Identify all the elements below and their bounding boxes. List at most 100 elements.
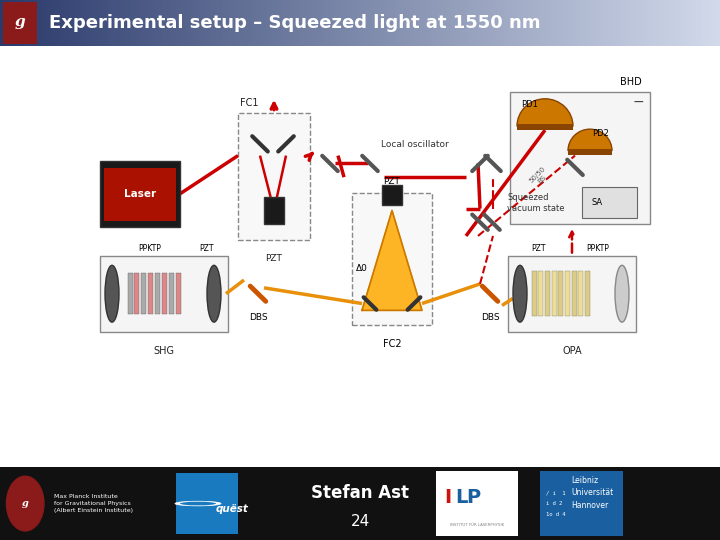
Bar <box>125 0 127 46</box>
Bar <box>495 0 497 46</box>
Bar <box>559 0 562 46</box>
Bar <box>302 0 305 46</box>
Bar <box>333 0 336 46</box>
Bar <box>634 0 636 46</box>
Bar <box>691 0 693 46</box>
Bar <box>279 0 281 46</box>
Bar <box>686 0 689 46</box>
Bar <box>569 0 571 46</box>
Bar <box>636 0 639 46</box>
Bar <box>521 0 523 46</box>
Bar <box>182 0 185 46</box>
Text: PPKTP: PPKTP <box>138 244 161 253</box>
Text: DBS: DBS <box>481 313 499 322</box>
Bar <box>100 255 228 332</box>
Bar <box>101 0 103 46</box>
Bar <box>420 0 423 46</box>
Bar <box>187 0 189 46</box>
Bar <box>415 0 418 46</box>
Text: Δ0: Δ0 <box>356 264 368 273</box>
Bar <box>221 0 223 46</box>
Bar <box>427 0 430 46</box>
Bar <box>510 92 650 224</box>
Bar <box>161 0 163 46</box>
Bar <box>436 471 518 536</box>
Bar <box>14 0 17 46</box>
Bar <box>148 273 153 314</box>
Bar <box>439 0 441 46</box>
Text: PD1: PD1 <box>521 100 539 109</box>
Bar <box>5 0 7 46</box>
Bar <box>425 0 427 46</box>
Text: i d 2: i d 2 <box>546 501 562 506</box>
Ellipse shape <box>6 476 44 531</box>
Ellipse shape <box>207 265 221 322</box>
Bar <box>624 0 626 46</box>
Text: P: P <box>466 488 480 507</box>
Bar <box>137 0 139 46</box>
Bar <box>703 0 706 46</box>
Bar <box>127 0 130 46</box>
Bar <box>307 0 310 46</box>
Text: PZT: PZT <box>384 177 400 186</box>
Bar <box>718 0 720 46</box>
Bar <box>607 0 610 46</box>
Bar <box>180 0 182 46</box>
Bar <box>621 0 624 46</box>
Bar <box>689 0 691 46</box>
Bar <box>343 0 346 46</box>
Bar <box>598 0 600 46</box>
Text: Squeezed
vacuum state: Squeezed vacuum state <box>507 193 564 213</box>
Bar <box>477 0 480 46</box>
Bar <box>583 0 585 46</box>
Bar <box>502 0 504 46</box>
Bar <box>100 160 180 227</box>
Bar <box>240 0 243 46</box>
Bar <box>293 0 295 46</box>
Bar <box>682 0 684 46</box>
Bar <box>492 0 495 46</box>
Bar <box>497 0 499 46</box>
Bar <box>283 0 286 46</box>
Bar <box>274 0 276 46</box>
Bar <box>665 0 667 46</box>
Bar <box>202 0 204 46</box>
Bar <box>192 0 194 46</box>
Bar <box>655 0 657 46</box>
Bar <box>264 197 284 224</box>
Bar <box>508 255 636 332</box>
Bar <box>91 0 94 46</box>
Bar <box>43 0 45 46</box>
Bar <box>554 0 557 46</box>
Bar <box>394 0 396 46</box>
Bar <box>197 0 199 46</box>
Bar <box>338 0 341 46</box>
Bar <box>516 0 518 46</box>
Bar <box>250 0 252 46</box>
Bar <box>211 0 214 46</box>
Bar <box>238 0 240 46</box>
Bar <box>595 0 598 46</box>
Bar <box>593 0 595 46</box>
Bar <box>254 0 257 46</box>
Bar <box>711 0 713 46</box>
Bar <box>178 0 180 46</box>
Bar <box>36 0 38 46</box>
Bar <box>74 0 77 46</box>
Text: Experimental setup – Squeezed light at 1550 nm: Experimental setup – Squeezed light at 1… <box>49 14 541 32</box>
Text: BHD: BHD <box>620 77 642 87</box>
Bar <box>410 0 413 46</box>
Bar <box>535 0 538 46</box>
Bar <box>706 0 708 46</box>
Bar <box>156 0 158 46</box>
Bar <box>166 0 168 46</box>
Text: PZT: PZT <box>199 244 213 253</box>
Bar <box>108 0 110 46</box>
Bar <box>142 0 144 46</box>
Bar <box>99 0 101 46</box>
Bar <box>533 0 535 46</box>
Bar <box>86 0 89 46</box>
Bar <box>369 0 372 46</box>
Bar <box>185 0 187 46</box>
Bar <box>199 0 202 46</box>
